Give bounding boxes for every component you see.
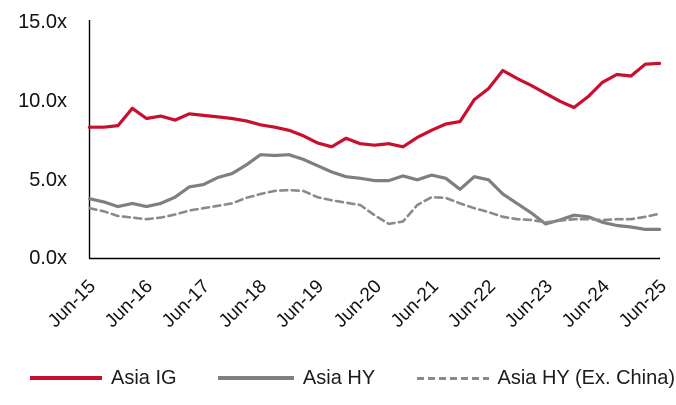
legend-label: Asia IG (111, 366, 177, 389)
y-axis-label: 10.0x (18, 90, 67, 112)
y-axis-label: 15.0x (18, 11, 67, 33)
legend-item-asia-ig: Asia IG (30, 367, 177, 390)
gray-dashed-line-swatch-icon (416, 376, 489, 380)
gray-line-swatch-icon (217, 376, 294, 380)
series-line-asia-hy-ex-china (88, 188, 661, 226)
red-line-swatch-icon (30, 376, 102, 380)
y-axis-label: 0.0x (29, 247, 67, 269)
legend-item-asia-hy-ex-china: Asia HY (Ex. China) (416, 366, 675, 390)
y-axis-label: 5.0x (29, 169, 67, 191)
legend-label: Asia HY (302, 366, 376, 389)
series-line-asia-hy (87, 153, 662, 231)
legend-item-asia-hy: Asia HY (217, 366, 376, 390)
series-line-asia-ig (87, 61, 662, 149)
legend-label: Asia HY (Ex. China) (497, 366, 675, 389)
legend: Asia IG Asia HY Asia HY (Ex. China) (30, 362, 675, 394)
